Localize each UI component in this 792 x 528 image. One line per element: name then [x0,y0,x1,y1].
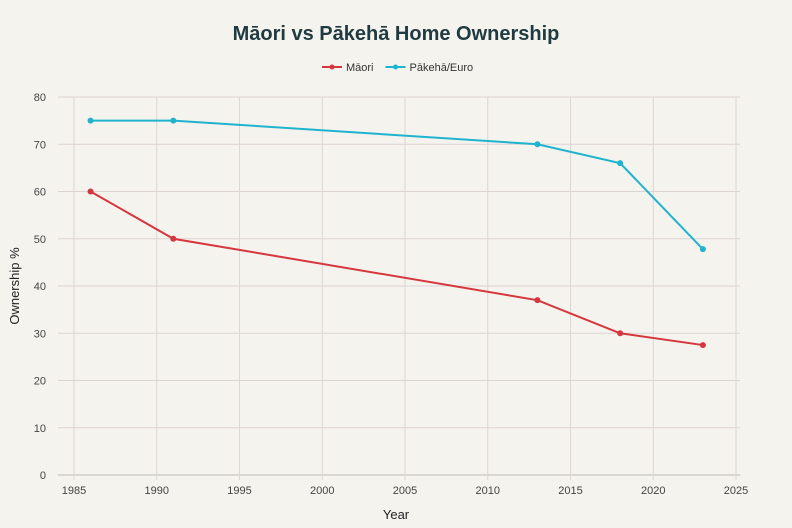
x-tick-label: 2000 [310,485,334,497]
x-tick-label: 1990 [145,485,169,497]
data-point [617,330,624,337]
data-point [617,160,624,167]
data-point [87,117,94,124]
legend: Māori Pākehā/Euro [322,62,473,74]
y-tick-label: 30 [34,328,46,340]
grid [58,96,740,480]
series [87,117,706,349]
y-tick-label: 40 [34,281,46,293]
series-line [90,119,704,250]
data-point [170,117,177,124]
legend-marker [393,64,399,70]
x-tick-label: 2010 [476,485,500,497]
legend-label: Māori [346,62,374,74]
x-tick-label: 2015 [558,485,582,497]
y-tick-label: 50 [34,234,46,246]
x-axis-label: Year [383,507,410,522]
x-tick-label: 2020 [641,485,665,497]
data-point [534,297,541,304]
y-tick-label: 0 [40,470,46,482]
tick-labels: 0 10 20 30 40 50 60 70 80 1985 1990 1995 2000 2005 201… [34,92,748,497]
data-point [699,342,706,349]
y-tick-label: 60 [34,187,46,199]
legend-label: Pākehā/Euro [410,62,474,74]
data-point [170,235,177,242]
data-point [534,141,541,148]
series-line [90,190,704,347]
chart-title: Māori vs Pākehā Home Ownership [233,23,560,45]
y-tick-label: 80 [34,92,46,104]
x-tick-label: 1985 [62,485,86,497]
y-tick-label: 70 [34,139,46,151]
y-tick-label: 20 [34,376,46,388]
data-point [87,188,94,195]
legend-marker [329,64,335,70]
x-tick-label: 2025 [724,485,748,497]
y-tick-label: 10 [34,423,46,435]
y-axis-label: Ownership % [7,247,22,325]
x-tick-label: 2005 [393,485,417,497]
data-point [699,246,706,253]
x-tick-label: 1995 [227,485,251,497]
